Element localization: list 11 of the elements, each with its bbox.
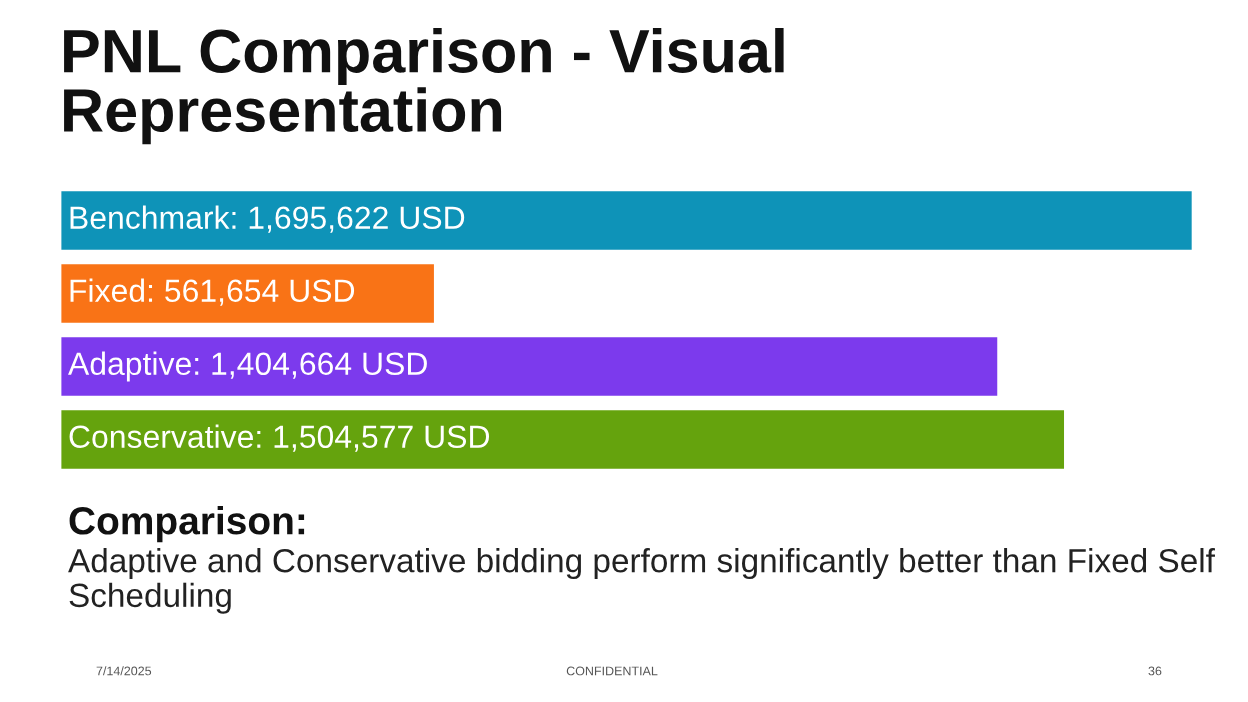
bar bbox=[60, 261, 437, 326]
bar bbox=[60, 407, 1067, 472]
data-label: Adaptive: 1,404,664 USD bbox=[68, 351, 427, 382]
text: Comparison: bbox=[69, 506, 305, 543]
bar bbox=[60, 188, 1195, 253]
data-label: Fixed: 561,654 USD bbox=[70, 278, 355, 306]
bar bbox=[60, 334, 1001, 399]
data-label: Conservative: 1,504,577 USD bbox=[69, 424, 490, 452]
text: Adaptive and Conservative bidding perform significantly better than Fixed Self Scheduling bbox=[68, 548, 1215, 614]
chart-title: PNL Comparison - Visual Representation bbox=[64, 28, 784, 145]
data-label: Benchmark: 1,695,622 USD bbox=[70, 205, 465, 233]
